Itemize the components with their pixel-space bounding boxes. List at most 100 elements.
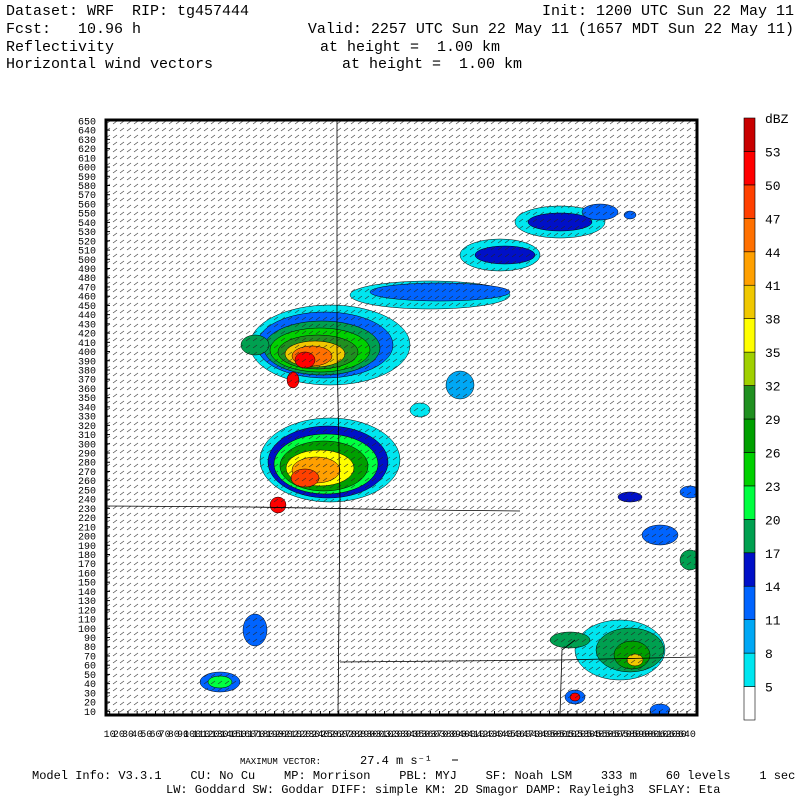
x-tick-label: 410 (467, 730, 485, 741)
y-tick-label: 90 (84, 634, 96, 645)
y-tick-label: 510 (78, 247, 96, 258)
x-tick-label: 160 (238, 730, 256, 741)
y-tick-label: 340 (78, 403, 96, 414)
y-tick-label: 350 (78, 394, 96, 405)
y-tick-label: 420 (78, 330, 96, 341)
y-tick-label: 390 (78, 357, 96, 368)
y-tick-label: 70 (84, 652, 96, 663)
x-tick-label: 220 (293, 730, 311, 741)
y-tick-label: 540 (78, 219, 96, 230)
y-tick-label: 160 (78, 569, 96, 580)
plot-area (106, 120, 697, 715)
colorbar-label: 11 (765, 614, 781, 629)
x-tick-label: 280 (348, 730, 366, 741)
y-tick-label: 370 (78, 376, 96, 387)
field-1: Reflectivity (6, 39, 114, 56)
colorbar-box (743, 251, 756, 286)
colorbar-label: 23 (765, 480, 781, 495)
y-tick-label: 560 (78, 200, 96, 211)
y-tick-label: 410 (78, 339, 96, 350)
x-tick-label: 150 (229, 730, 247, 741)
x-tick-label: 100 (183, 730, 201, 741)
y-tick-label: 40 (84, 680, 96, 691)
dataset: Dataset: WRF RIP: tg457444 (6, 3, 249, 20)
colorbar-label: 14 (765, 580, 781, 595)
x-tick-label: 470 (522, 730, 540, 741)
max-vector-label: MAXIMUM VECTOR: (240, 757, 321, 767)
y-tick-label: 50 (84, 671, 96, 682)
y-tick-label: 580 (78, 182, 96, 193)
x-tick-label: 330 (394, 730, 412, 741)
colorbar-unit: dBZ (765, 112, 789, 127)
x-tick-label: 230 (302, 730, 320, 741)
x-tick-label: 240 (311, 730, 329, 741)
colorbar-box (743, 385, 756, 420)
x-tick-label: 440 (495, 730, 513, 741)
x-tick-label: 130 (211, 730, 229, 741)
colorbar-label: 50 (765, 179, 781, 194)
x-tick-label: 260 (330, 730, 348, 741)
y-tick-label: 180 (78, 551, 96, 562)
y-tick-label: 310 (78, 431, 96, 442)
x-tick-label: 270 (339, 730, 357, 741)
y-tick-label: 150 (78, 579, 96, 590)
colorbar-label: 20 (765, 513, 781, 528)
colorbar-box (743, 552, 756, 587)
y-tick-label: 140 (78, 588, 96, 599)
x-tick-label: 360 (421, 730, 439, 741)
plot-frame (104, 118, 699, 717)
y-tick-label: 460 (78, 293, 96, 304)
colorbar-box (743, 351, 756, 386)
x-tick-label: 10 (104, 730, 116, 741)
y-tick-label: 250 (78, 486, 96, 497)
field-2: Horizontal wind vectors (6, 56, 213, 73)
y-tick-label: 650 (78, 117, 96, 128)
x-tick-label: 90 (177, 730, 189, 741)
colorbar-label: 38 (765, 313, 781, 328)
colorbar-box (743, 452, 756, 487)
colorbar-label: 26 (765, 446, 781, 461)
y-tick-label: 210 (78, 523, 96, 534)
y-tick-label: 380 (78, 366, 96, 377)
x-tick-label: 290 (357, 730, 375, 741)
x-tick-label: 30 (122, 730, 134, 741)
x-tick-label: 550 (595, 730, 613, 741)
x-tick-label: 520 (568, 730, 586, 741)
x-tick-label: 40 (131, 730, 143, 741)
x-tick-label: 540 (586, 730, 604, 741)
x-tick-label: 110 (192, 730, 210, 741)
x-tick-label: 320 (385, 730, 403, 741)
x-tick-label: 450 (504, 730, 522, 741)
colorbar-box (743, 619, 756, 654)
colorbar-box (743, 418, 756, 453)
colorbar-label: 44 (765, 246, 781, 261)
y-tick-label: 20 (84, 699, 96, 710)
y-tick-label: 280 (78, 459, 96, 470)
x-tick-label: 300 (366, 730, 384, 741)
colorbar-box (743, 318, 756, 353)
x-tick-label: 390 (449, 730, 467, 741)
x-tick-label: 380 (440, 730, 458, 741)
colorbar-box (743, 117, 756, 152)
x-tick-label: 510 (559, 730, 577, 741)
y-tick-label: 220 (78, 514, 96, 525)
colorbar-label: 8 (765, 647, 773, 662)
y-tick-label: 10 (84, 708, 96, 719)
colorbar-label: 29 (765, 413, 781, 428)
x-tick-label: 370 (431, 730, 449, 741)
y-tick-label: 530 (78, 228, 96, 239)
x-tick-label: 590 (632, 730, 650, 741)
y-tick-label: 600 (78, 164, 96, 175)
x-tick-label: 140 (220, 730, 238, 741)
y-tick-label: 620 (78, 145, 96, 156)
y-tick-label: 400 (78, 348, 96, 359)
x-tick-label: 340 (403, 730, 421, 741)
x-tick-label: 80 (168, 730, 180, 741)
y-tick-label: 110 (78, 616, 96, 627)
y-tick-label: 570 (78, 191, 96, 202)
y-tick-label: 470 (78, 283, 96, 294)
colorbar-label: 53 (765, 145, 781, 160)
x-tick-label: 210 (284, 730, 302, 741)
x-tick-label: 640 (678, 730, 696, 741)
x-tick-label: 190 (266, 730, 284, 741)
